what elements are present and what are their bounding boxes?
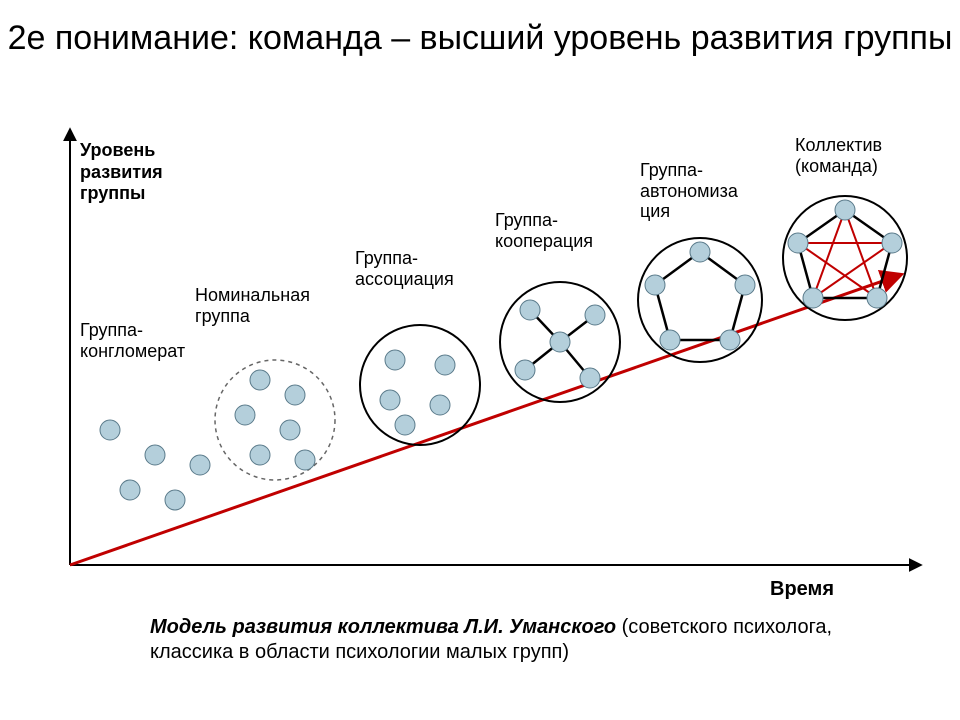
stage-conglomerate xyxy=(100,420,210,510)
caption-bold: Модель развития коллектива Л.И. Уманског… xyxy=(150,616,616,638)
stage-cooperation xyxy=(500,282,620,402)
stage-nominal xyxy=(215,360,335,480)
stage-association xyxy=(360,325,480,445)
stage-label-association: Группа- ассоциация xyxy=(355,248,495,289)
x-axis-label: Время xyxy=(770,578,834,601)
stage-collective xyxy=(783,196,907,320)
caption: Модель развития коллектива Л.И. Уманског… xyxy=(150,615,850,665)
stage-label-cooperation: Группа- кооперация xyxy=(495,210,635,251)
stage-label-nominal: Номинальная группа xyxy=(195,285,355,326)
y-axis-label: Уровень развития группы xyxy=(80,140,163,205)
stage-label-autonomy: Группа- автономиза ция xyxy=(640,160,790,222)
stage-label-collective: Коллектив (команда) xyxy=(795,135,935,176)
slide-root: 2е понимание: команда – высший уровень р… xyxy=(0,0,960,720)
